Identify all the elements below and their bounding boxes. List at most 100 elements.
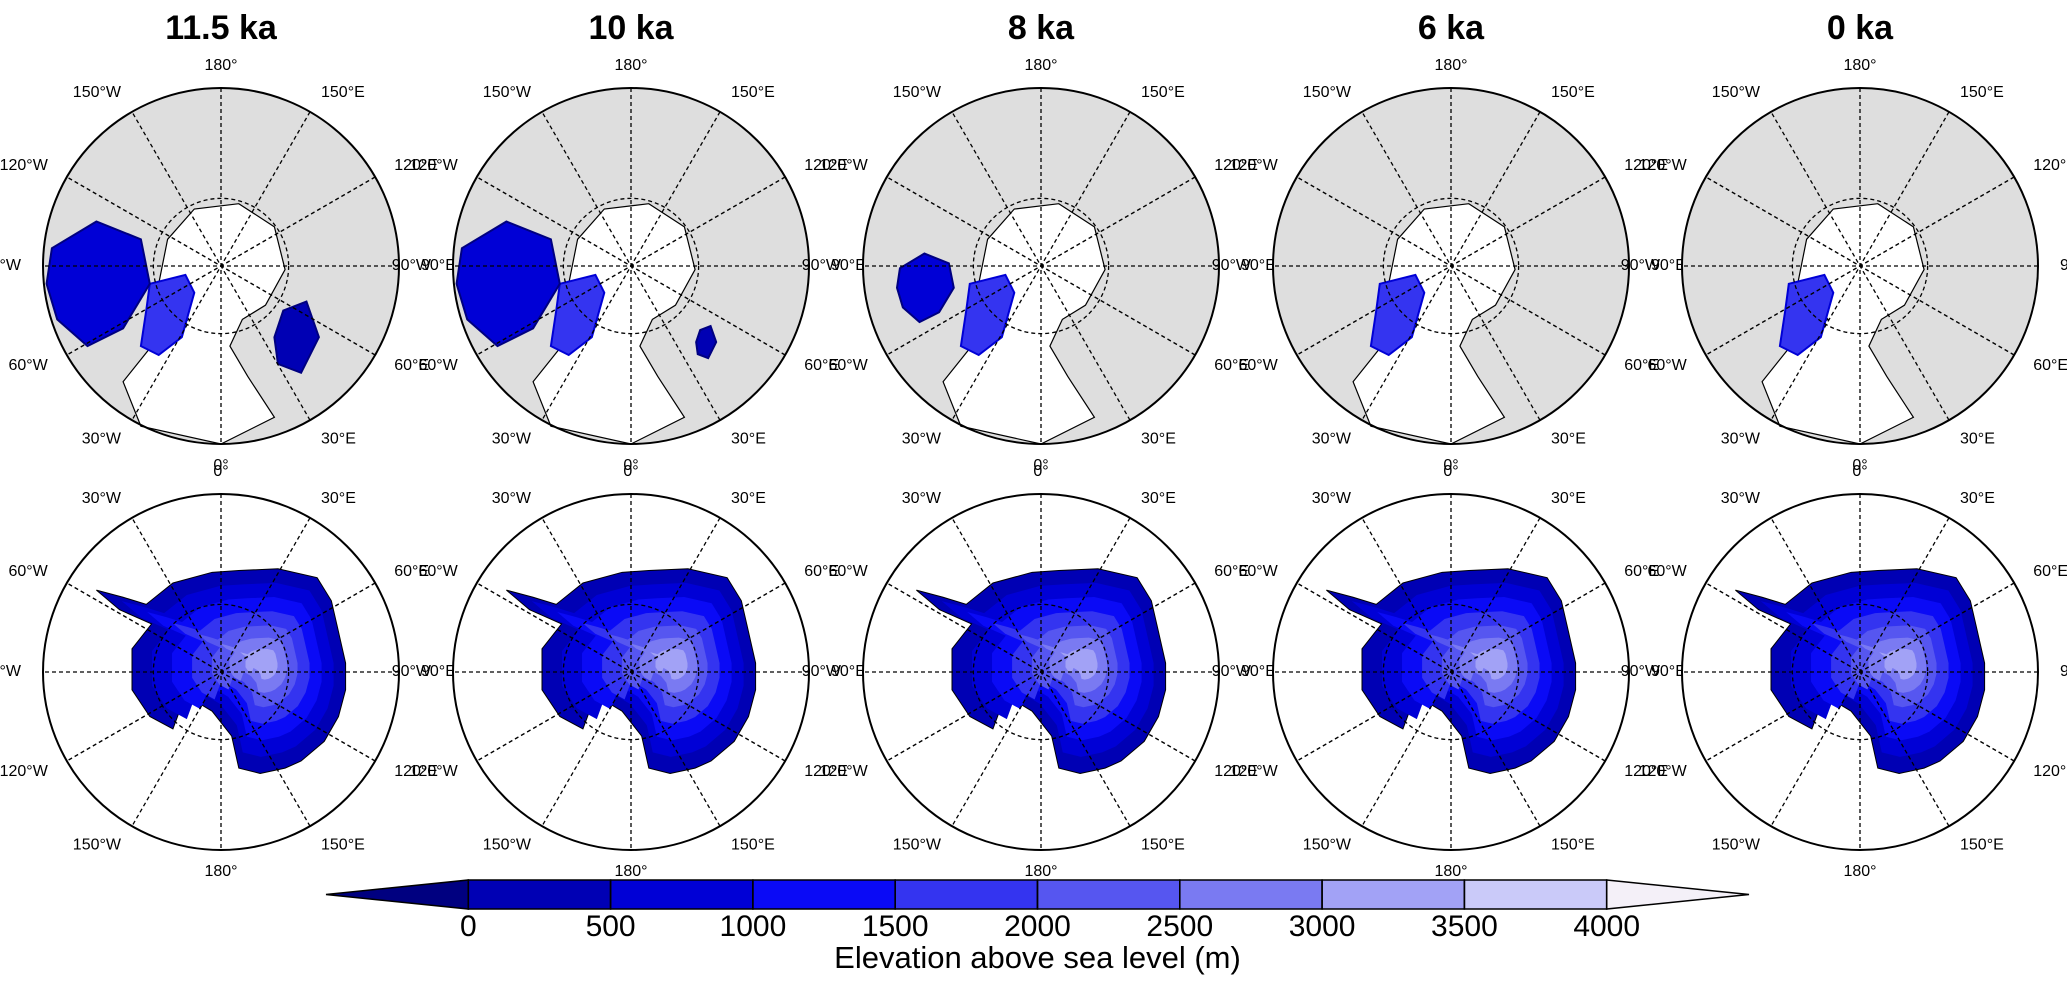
laurentide-ice <box>45 220 151 348</box>
lon-label: 90°E <box>831 663 866 680</box>
lon-label: 120°W <box>1639 763 1688 780</box>
ice-sheet-level <box>650 648 688 680</box>
south-map <box>1681 493 2039 851</box>
lon-label: 120°E <box>2033 763 2067 780</box>
greenland-ice <box>549 273 606 357</box>
meridian <box>541 111 721 421</box>
lon-label: 30°W <box>1721 430 1761 447</box>
lon-label: 0° <box>1033 463 1048 480</box>
meridian <box>131 517 311 827</box>
lon-label: 60°E <box>394 563 429 580</box>
colorbar-tick-label: 4000 <box>1573 910 1640 943</box>
lon-label: 180° <box>1434 863 1467 880</box>
parallel <box>972 603 1110 741</box>
lon-label: 90°W <box>802 257 842 274</box>
lon-label: 120°W <box>1639 157 1688 174</box>
lon-label: 30°E <box>1960 430 1995 447</box>
south-map <box>862 493 1220 851</box>
lon-label: 30°W <box>1721 490 1761 507</box>
lon-label: 30°E <box>1141 430 1176 447</box>
parallel <box>1382 197 1520 335</box>
lon-label: 180° <box>1843 57 1876 74</box>
north-map <box>452 87 810 445</box>
lon-label: 120°E <box>1624 157 1668 174</box>
lon-label: 120°E <box>1214 763 1258 780</box>
map-border <box>1681 87 2039 445</box>
colorbar-tick-label: 0 <box>460 910 477 943</box>
lon-label: 180° <box>614 863 647 880</box>
colorbar-segment <box>467 879 612 910</box>
panel-title: 8 ka <box>1008 9 1075 47</box>
lon-label: 30°E <box>731 490 766 507</box>
lon-label: 60°E <box>394 357 429 374</box>
lon-label: 150°E <box>1960 836 2004 853</box>
south-map <box>42 493 400 851</box>
lon-label: 0° <box>1852 457 1867 474</box>
lon-label: 60°W <box>418 563 458 580</box>
colorbar-tick-label: 1000 <box>720 910 787 943</box>
lon-label: 150°E <box>731 84 775 101</box>
colorbar-tick-label: 2500 <box>1146 910 1213 943</box>
lon-label: 0° <box>213 463 228 480</box>
lon-label: 90°W <box>802 663 842 680</box>
lon-label: 180° <box>1024 57 1057 74</box>
north-map <box>1681 87 2039 445</box>
lon-label: 150°E <box>321 84 365 101</box>
lon-label: 0° <box>213 457 228 474</box>
lon-label: 60°W <box>828 563 868 580</box>
lon-label: 0° <box>1443 457 1458 474</box>
map-border <box>1272 493 1630 851</box>
lon-label: 30°W <box>82 430 122 447</box>
colorbar-segment <box>1463 879 1608 910</box>
lon-label: 60°W <box>1238 563 1278 580</box>
north-map <box>862 87 1220 445</box>
colorbar-segment <box>1036 879 1181 910</box>
lon-label: 120°E <box>394 763 438 780</box>
colorbar-tick-label: 1500 <box>862 910 929 943</box>
lon-label: 60°W <box>1647 563 1687 580</box>
lon-label: 30°E <box>1551 430 1586 447</box>
lon-label: 150°E <box>1551 836 1595 853</box>
lon-label: 90°E <box>831 257 866 274</box>
lon-label: 0° <box>1033 457 1048 474</box>
map-border <box>452 493 810 851</box>
lon-label: 60°W <box>1647 357 1687 374</box>
lon-label: 180° <box>1843 863 1876 880</box>
lon-label: 90°E <box>2060 663 2067 680</box>
panel-title: 11.5 ka <box>165 9 278 47</box>
parallel <box>152 197 290 335</box>
lon-label: 120°W <box>0 763 49 780</box>
lon-label: 90°W <box>0 663 22 680</box>
lon-label: 30°W <box>492 430 532 447</box>
north-map <box>1272 87 1630 445</box>
lon-label: 30°E <box>1551 490 1586 507</box>
lon-label: 180° <box>1024 863 1057 880</box>
meridian <box>1361 111 1541 421</box>
panel-title: 6 ka <box>1418 9 1485 47</box>
map-border <box>1272 87 1630 445</box>
lon-label: 150°W <box>893 836 942 853</box>
colorbar-tick-label: 3000 <box>1289 910 1356 943</box>
lon-label: 30°E <box>1960 490 1995 507</box>
lon-label: 30°W <box>492 490 532 507</box>
lon-label: 30°E <box>321 490 356 507</box>
lon-label: 120°W <box>820 157 869 174</box>
map-border <box>862 87 1220 445</box>
lon-label: 30°E <box>1141 490 1176 507</box>
greenland-ice <box>139 273 196 357</box>
lon-label: 30°W <box>902 490 942 507</box>
lon-label: 150°E <box>731 836 775 853</box>
meridian <box>951 111 1131 421</box>
lon-label: 150°W <box>893 84 942 101</box>
panel-title: 0 ka <box>1827 9 1894 47</box>
laurentide-ice <box>895 252 955 324</box>
map-border <box>42 87 400 445</box>
lon-label: 120°W <box>1230 763 1279 780</box>
colorbar-tick-label: 500 <box>586 910 636 943</box>
lon-label: 30°W <box>1312 490 1352 507</box>
lon-label: 150°W <box>1712 84 1761 101</box>
lon-label: 0° <box>1852 463 1867 480</box>
lon-label: 180° <box>614 57 647 74</box>
ice-sheet-level <box>1879 648 1917 680</box>
